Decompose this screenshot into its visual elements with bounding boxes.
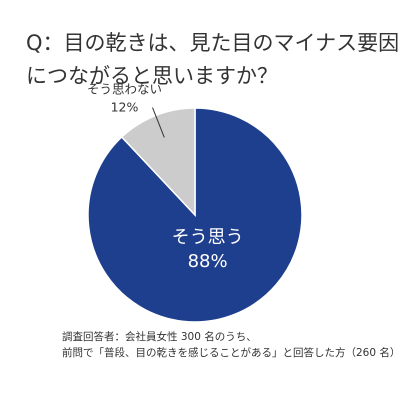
slice-value-label-0: 88% <box>188 251 228 272</box>
chart-title-line-1: Q：目の乾きは、見た目のマイナス要因 <box>26 31 400 55</box>
slice-value-label-1: 12% <box>111 100 139 115</box>
slice-leader-line-1 <box>152 107 165 138</box>
survey-note-line-2: 前問で「普段、目の乾きを感じることがある」と回答した方（260 名） <box>62 347 400 359</box>
survey-note-line-1: 調査回答者：会社員女性 300 名のうち、 <box>62 331 257 343</box>
chart-title-line-2: につながると思いますか？ <box>26 64 278 88</box>
slice-label-1: そう思わない <box>87 82 162 97</box>
slice-label-0: そう思う <box>172 227 244 248</box>
